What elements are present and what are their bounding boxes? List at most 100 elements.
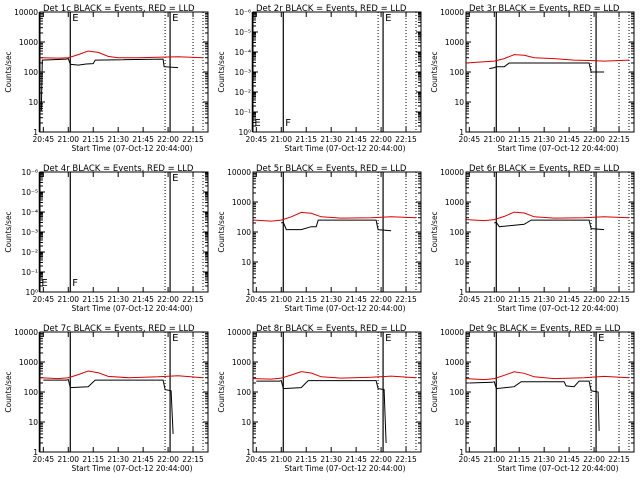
y-axis-label: Counts/sec (430, 51, 439, 92)
x-tick-label: 20:45 (33, 455, 55, 464)
x-tick-label: 21:45 (132, 295, 154, 304)
events-series-line (469, 380, 600, 432)
y-tick-label: 10 (241, 258, 251, 267)
x-axis-label: Start Time (07-Oct-12 20:44:00) (71, 304, 192, 313)
y-tick-label: 10⁻⁴ (21, 208, 38, 217)
y-tick-label: 10 (454, 258, 464, 267)
y-tick-label: 1000 (19, 38, 38, 47)
x-tick-label: 20:45 (246, 455, 268, 464)
x-tick-label: 21:00 (57, 135, 79, 144)
plot-frame (465, 331, 635, 453)
x-tick-label: 21:15 (295, 135, 317, 144)
y-tick-label: 10000 (14, 8, 38, 17)
y-axis-label: Counts/sec (4, 51, 13, 92)
y-axis-label: Counts/sec (430, 371, 439, 412)
x-tick-label: 22:15 (608, 135, 630, 144)
x-tick-label: 20:45 (33, 135, 55, 144)
y-tick-label: 10⁰ (238, 128, 251, 137)
plot-frame (252, 171, 422, 293)
events-series-line (256, 379, 387, 444)
y-tick-label: 10 (28, 418, 38, 427)
panel-det-1: E E 1 10 100 1000 10000 20:45 21:00 21:15 21:30 21:… (4, 4, 209, 153)
events-series-line (489, 62, 605, 73)
x-tick-label: 21:45 (558, 135, 580, 144)
lld-series-line (253, 211, 417, 222)
x-tick-label: 21:45 (558, 455, 580, 464)
x-tick-label: 21:15 (82, 455, 104, 464)
x-tick-label: 21:00 (270, 295, 292, 304)
panel-title: Det 8r BLACK = Events, RED = LLD (256, 324, 407, 334)
marker-label: E (598, 333, 604, 344)
x-tick-label: 21:30 (533, 455, 555, 464)
marker-label: F (285, 118, 291, 129)
panel-title: Det 7c BLACK = Events, RED = LLD (43, 324, 195, 334)
x-tick-label: 21:45 (345, 455, 367, 464)
panel-det-3: 1 10 100 1000 10000 20:45 21:00 21:15 21:30 21:45… (430, 4, 635, 153)
x-tick-label: 20:45 (459, 295, 481, 304)
y-tick-label: 100 (450, 228, 465, 237)
x-tick-label: 22:15 (395, 455, 417, 464)
y-tick-label: 10⁻¹ (234, 108, 251, 117)
x-tick-label: 22:15 (608, 455, 630, 464)
x-tick-label: 21:45 (132, 455, 154, 464)
x-tick-label: 21:15 (82, 135, 104, 144)
x-axis-label: Start Time (07-Oct-12 20:44:00) (71, 144, 192, 153)
y-tick-label: 1 (33, 128, 38, 137)
y-tick-label: 1000 (445, 38, 464, 47)
x-tick-label: 21:00 (57, 295, 79, 304)
panel-det-9: E 1 10 100 1000 10000 20:45 21:00 21:15 21:30 21:4… (430, 324, 635, 473)
panel-det-6: 1 10 100 1000 10000 20:45 21:00 21:15 21:30 21:45… (430, 164, 635, 313)
y-tick-label: 100 (450, 68, 465, 77)
x-tick-label: 21:30 (107, 135, 129, 144)
y-tick-label: 1000 (232, 198, 251, 207)
marker-label: E (172, 173, 178, 184)
x-tick-label: 21:30 (320, 135, 342, 144)
x-tick-label: 21:00 (483, 135, 505, 144)
x-tick-label: 22:00 (583, 455, 605, 464)
events-series-line (494, 219, 605, 231)
plot-frame (252, 331, 422, 453)
plot-frame (465, 11, 635, 133)
x-tick-label: 21:30 (320, 455, 342, 464)
y-axis-label: Counts/sec (430, 211, 439, 252)
x-tick-label: 22:00 (370, 455, 392, 464)
x-tick-label: 21:15 (82, 295, 104, 304)
y-tick-label: 10⁻⁶ (21, 168, 38, 177)
x-axis-label: Start Time (07-Oct-12 20:44:00) (71, 464, 192, 473)
y-tick-label: 10000 (227, 328, 251, 337)
x-tick-label: 21:30 (107, 455, 129, 464)
y-tick-label: 10000 (227, 168, 251, 177)
y-tick-label: 1000 (19, 358, 38, 367)
y-tick-label: 10 (454, 418, 464, 427)
panel-det-7: E 1 10 100 1000 10000 20:45 21:00 21:15 21:30 21:4… (4, 324, 209, 473)
plot-frame (465, 171, 635, 293)
x-tick-label: 21:00 (483, 295, 505, 304)
x-tick-label: 22:00 (157, 295, 179, 304)
y-tick-label: 1 (459, 448, 464, 457)
x-tick-label: 21:45 (345, 295, 367, 304)
x-axis-label: Start Time (07-Oct-12 20:44:00) (497, 144, 618, 153)
y-tick-label: 1000 (445, 198, 464, 207)
x-tick-label: 21:45 (558, 295, 580, 304)
x-tick-label: 21:00 (270, 135, 292, 144)
marker-label: E (385, 13, 391, 24)
y-tick-label: 10 (28, 98, 38, 107)
x-tick-label: 22:00 (583, 295, 605, 304)
x-tick-label: 21:45 (132, 135, 154, 144)
panel-title: Det 1c BLACK = Events, RED = LLD (43, 4, 195, 14)
lld-series-line (253, 371, 417, 380)
x-tick-label: 22:15 (395, 295, 417, 304)
x-tick-label: 21:30 (533, 295, 555, 304)
y-tick-label: 1000 (232, 358, 251, 367)
y-tick-label: 100 (24, 68, 39, 77)
y-tick-label: 10⁻⁵ (21, 188, 38, 197)
x-tick-label: 21:15 (508, 135, 530, 144)
y-axis-label: Counts/sec (4, 371, 13, 412)
plot-frame (39, 11, 209, 133)
plot-frame (39, 331, 209, 453)
marker-label: E (41, 278, 47, 289)
x-axis-label: Start Time (07-Oct-12 20:44:00) (284, 144, 405, 153)
y-axis-label: Counts/sec (217, 371, 226, 412)
